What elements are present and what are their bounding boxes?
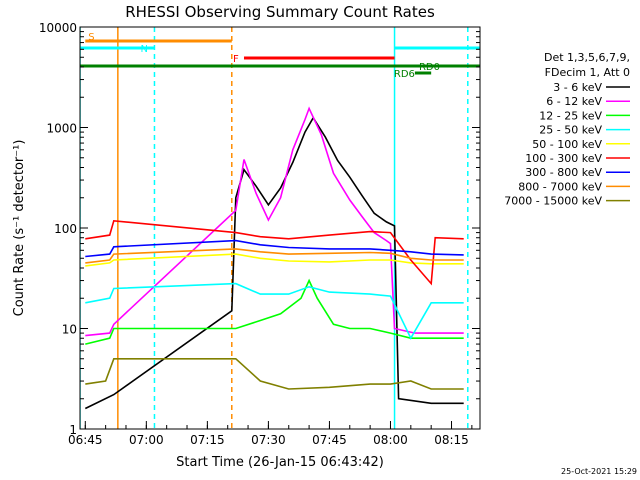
x-tick-label-0: 06:45 xyxy=(68,433,103,447)
chart-title: RHESSI Observing Summary Count Rates xyxy=(125,3,435,21)
series-line-1 xyxy=(85,106,464,337)
y-tick-label-1: 10 xyxy=(62,323,77,337)
legend-label-3: 25 - 50 keV xyxy=(539,124,602,137)
x-tick-label-5: 08:00 xyxy=(373,433,408,447)
y-axis-label: Count Rate (s⁻¹ detector⁻¹) xyxy=(12,140,27,317)
x-axis-label: Start Time (26-Jan-15 06:43:42) xyxy=(176,455,384,470)
annotation-label-n: N xyxy=(140,44,147,55)
series-line-3 xyxy=(85,282,464,340)
annotation-label-rd0: RD0 xyxy=(419,62,440,73)
annotation-label-f: F xyxy=(233,54,239,65)
annotation-label-rd6: RD6 xyxy=(394,69,415,80)
legend-header-1: Det 1,3,5,6,7,9, xyxy=(544,51,630,64)
legend-label-5: 100 - 300 keV xyxy=(525,152,602,165)
legend-label-0: 3 - 6 keV xyxy=(553,81,602,94)
series-line-7 xyxy=(85,248,464,264)
x-tick-label-4: 07:45 xyxy=(312,433,347,447)
legend-header-2: FDecim 1, Att 0 xyxy=(545,66,630,79)
legend-label-7: 800 - 7000 keV xyxy=(518,180,602,193)
y-tick-label-2: 100 xyxy=(54,222,77,236)
legend-label-2: 12 - 25 keV xyxy=(539,109,602,122)
legend-label-8: 7000 - 15000 keV xyxy=(504,195,602,208)
annotation-label-s: S xyxy=(88,32,94,43)
legend-label-4: 50 - 100 keV xyxy=(532,138,602,151)
series-line-5 xyxy=(85,219,464,286)
y-tick-label-0: 1 xyxy=(69,423,77,437)
legend-label-1: 6 - 12 keV xyxy=(546,95,602,108)
series-line-2 xyxy=(85,278,464,345)
timestamp: 25-Oct-2021 15:29 xyxy=(561,467,637,476)
x-tick-label-3: 07:30 xyxy=(251,433,286,447)
series-line-8 xyxy=(85,358,464,390)
x-tick-label-1: 07:00 xyxy=(129,433,164,447)
legend: Det 1,3,5,6,7,9, FDecim 1, Att 0 3 - 6 k… xyxy=(504,51,630,208)
x-tick-label-6: 08:15 xyxy=(434,433,469,447)
legend-label-6: 300 - 800 keV xyxy=(525,166,602,179)
x-tick-label-2: 07:15 xyxy=(190,433,225,447)
plot-frame xyxy=(79,26,481,430)
series-line-6 xyxy=(85,239,464,258)
y-tick-label-4: 10000 xyxy=(39,21,77,35)
y-tick-label-3: 1000 xyxy=(46,122,77,136)
